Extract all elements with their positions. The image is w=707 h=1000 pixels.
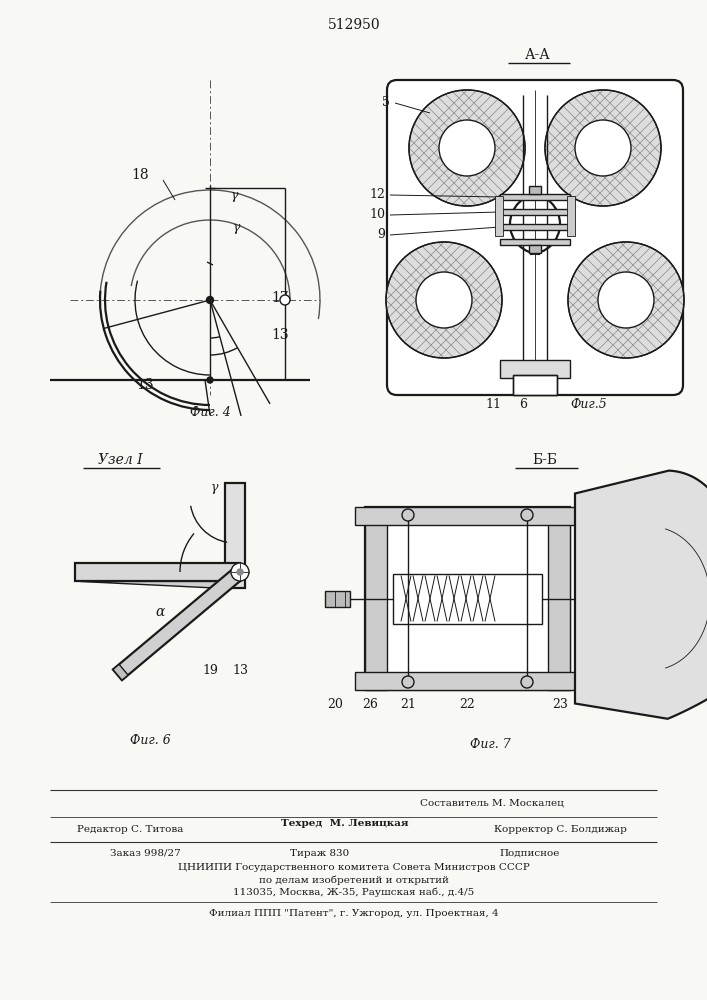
Bar	[495, 196, 503, 236]
Text: Подписное: Подписное	[500, 848, 560, 857]
Circle shape	[237, 569, 243, 575]
Text: Фиг. 4: Фиг. 4	[189, 406, 230, 420]
Circle shape	[402, 676, 414, 688]
Circle shape	[206, 296, 214, 304]
Circle shape	[207, 377, 213, 383]
Polygon shape	[113, 664, 128, 680]
Circle shape	[521, 676, 533, 688]
Circle shape	[416, 272, 472, 328]
Text: 18: 18	[132, 168, 148, 182]
Text: Составитель М. Москалец: Составитель М. Москалец	[420, 798, 564, 808]
Circle shape	[409, 90, 525, 206]
Text: 10: 10	[369, 209, 385, 222]
Bar	[500, 209, 570, 215]
Text: 512950: 512950	[327, 18, 380, 32]
Polygon shape	[113, 567, 245, 680]
Text: Узел I: Узел I	[98, 453, 142, 467]
Circle shape	[386, 242, 502, 358]
Text: 22: 22	[459, 698, 475, 712]
Text: по делам изобретений и открытий: по делам изобретений и открытий	[259, 875, 449, 885]
Text: Фиг.5: Фиг.5	[570, 398, 607, 412]
Text: 19: 19	[202, 664, 218, 676]
Bar	[75, 563, 240, 581]
Circle shape	[568, 242, 684, 358]
Text: Филиал ППП "Патент", г. Ужгород, ул. Проектная, 4: Филиал ППП "Патент", г. Ужгород, ул. Про…	[209, 910, 499, 918]
Text: 12: 12	[369, 188, 385, 202]
Text: γ: γ	[231, 188, 239, 202]
Bar	[355, 672, 580, 690]
FancyBboxPatch shape	[387, 80, 683, 395]
Text: γ: γ	[211, 482, 218, 494]
Text: А-А: А-А	[525, 48, 551, 62]
Text: 17: 17	[271, 291, 289, 305]
Text: 13: 13	[136, 378, 154, 392]
Text: 26: 26	[362, 698, 378, 712]
Bar	[225, 483, 245, 588]
Bar	[500, 239, 570, 245]
Circle shape	[280, 295, 290, 305]
Circle shape	[231, 563, 249, 581]
Bar	[393, 574, 542, 624]
Text: 9: 9	[377, 229, 385, 241]
Polygon shape	[575, 471, 707, 719]
Bar	[513, 375, 557, 395]
Text: 113035, Москва, Ж-35, Раушская наб., д.4/5: 113035, Москва, Ж-35, Раушская наб., д.4…	[233, 887, 474, 897]
Circle shape	[575, 120, 631, 176]
Bar	[325, 590, 350, 606]
Text: Фиг. 6: Фиг. 6	[129, 734, 170, 746]
Text: Тираж 830: Тираж 830	[291, 848, 350, 857]
Bar	[365, 507, 387, 690]
Text: Б-Б: Б-Б	[532, 453, 558, 467]
Bar	[500, 360, 570, 378]
Text: 13: 13	[232, 664, 248, 676]
Circle shape	[598, 272, 654, 328]
Circle shape	[402, 509, 414, 521]
Bar	[500, 194, 570, 200]
Text: 6: 6	[519, 398, 527, 412]
Text: Редактор С. Титова: Редактор С. Титова	[77, 824, 183, 834]
Bar	[355, 507, 580, 525]
Text: 21: 21	[400, 698, 416, 712]
Circle shape	[545, 90, 661, 206]
Text: Фиг. 7: Фиг. 7	[469, 738, 510, 752]
Text: Заказ 998/27: Заказ 998/27	[110, 848, 181, 857]
Bar	[548, 507, 570, 690]
Circle shape	[439, 120, 495, 176]
Text: γ: γ	[233, 222, 241, 234]
Bar	[513, 375, 557, 395]
Text: α: α	[156, 605, 165, 619]
Circle shape	[521, 509, 533, 521]
Bar	[500, 224, 570, 230]
Text: ЦНИИПИ Государственного комитета Совета Министров СССР: ЦНИИПИ Государственного комитета Совета …	[178, 863, 530, 872]
Text: 5: 5	[382, 97, 390, 109]
Text: 20: 20	[327, 698, 343, 712]
Text: 13: 13	[271, 328, 289, 342]
Text: 23: 23	[552, 698, 568, 712]
Bar	[529, 186, 541, 194]
Polygon shape	[80, 581, 225, 588]
Bar	[365, 507, 570, 690]
Text: 11: 11	[485, 398, 501, 412]
Bar	[529, 245, 541, 253]
Bar	[567, 196, 575, 236]
Text: Корректор С. Болдижар: Корректор С. Болдижар	[493, 824, 626, 834]
Text: Техред  М. Левицкая: Техред М. Левицкая	[281, 820, 409, 828]
